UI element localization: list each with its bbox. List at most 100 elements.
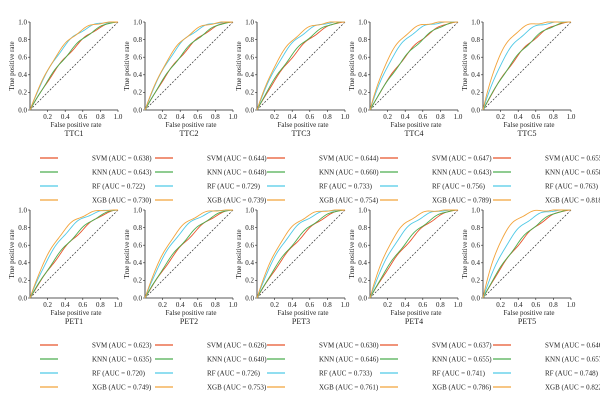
x-tick-label: 0.4 [176,113,185,121]
x-axis-label: False positive rate [51,121,102,129]
x-axis-label: False positive rate [391,309,442,317]
y-tick-label: 0.6 [471,54,480,62]
y-axis-label: True positive rate [8,41,16,90]
panel-title: PET5 [518,317,536,326]
x-tick-label: 0.4 [514,113,523,121]
y-tick-label: 0.4 [245,259,254,267]
legend-entry-xgb: XGB (AUC = 0.754) [319,197,379,205]
legend-entry-knn: KNN (AUC = 0.648) [207,169,267,177]
y-tick-label: 0.0 [133,106,142,114]
y-tick-label: 1.0 [245,18,254,26]
panel-title: TTC2 [179,129,198,138]
x-tick-label: 1.0 [567,301,576,309]
legend-entry-svm: SVM (AUC = 0.637) [432,342,492,350]
x-tick-label: 1.0 [341,113,350,121]
y-tick-label: 0.6 [133,54,142,62]
y-tick-label: 1.0 [18,18,27,26]
y-tick-label: 0.2 [245,277,254,285]
y-tick-label: 0.4 [133,259,142,267]
roc-panel-pet2: 0.0 0.2 0.4 0.6 0.8 1.0 0.2 0.4 0.6 0.8 1.0 False p… [123,206,267,391]
legend-entry-rf: RF (AUC = 0.748) [545,370,599,378]
y-tick-label: 0.0 [358,294,367,302]
y-tick-label: 0.4 [471,71,480,79]
legend-entry-knn: KNN (AUC = 0.646) [319,356,379,364]
legend-entry-knn: KNN (AUC = 0.660) [319,169,379,177]
x-tick-label: 1.0 [229,301,238,309]
y-tick-label: 0.8 [133,36,142,44]
y-tick-label: 0.2 [133,277,142,285]
legend-entry-rf: RF (AUC = 0.741) [432,370,486,378]
y-tick-label: 0.0 [18,106,27,114]
y-tick-label: 0.8 [245,36,254,44]
y-axis-label: True positive rate [461,229,469,278]
legend-entry-svm: SVM (AUC = 0.647) [432,155,492,163]
x-tick-label: 0.4 [401,113,410,121]
legend-entry-xgb: XGB (AUC = 0.789) [432,197,492,205]
x-tick-label: 0.6 [418,301,427,309]
y-tick-label: 1.0 [358,18,367,26]
roc-panel-pet5: 0.0 0.2 0.4 0.6 0.8 1.0 0.2 0.4 0.6 0.8 1.0 False p… [461,206,600,391]
roc-panel-ttc2: 0.0 0.2 0.4 0.6 0.8 1.0 0.2 0.4 0.6 0.8 1.0 False p… [123,18,267,204]
y-tick-label: 1.0 [471,18,480,26]
roc-curve-knn [144,209,234,299]
roc-curve-svm [369,209,459,299]
chance-diagonal-line [29,209,119,299]
legend-entry-rf: RF (AUC = 0.756) [432,183,486,191]
roc-curve-knn [482,209,571,299]
x-tick-label: 0.8 [323,113,332,121]
roc-curve-knn [369,209,459,299]
x-axis-label: False positive rate [504,309,555,317]
x-axis-label: False positive rate [391,121,442,129]
y-tick-label: 0.6 [358,54,367,62]
y-tick-label: 1.0 [358,206,367,214]
y-tick-label: 0.4 [133,71,142,79]
roc-curve-xgb [29,209,118,299]
y-tick-label: 0.6 [18,242,27,250]
y-tick-label: 0.6 [358,242,367,250]
x-tick-label: 0.8 [211,301,220,309]
x-tick-label: 0.8 [323,301,332,309]
legend-entry-rf: RF (AUC = 0.726) [207,370,261,378]
y-axis-label: True positive rate [123,229,131,278]
x-tick-label: 0.6 [305,113,314,121]
roc-curve-xgb [144,21,234,111]
y-tick-label: 0.0 [245,294,254,302]
y-tick-label: 0.2 [471,277,480,285]
y-tick-label: 0.4 [245,71,254,79]
y-axis-label: True positive rate [348,229,356,278]
y-tick-label: 0.8 [18,224,27,232]
y-tick-label: 0.2 [471,89,480,97]
x-tick-label: 0.4 [61,113,70,121]
y-tick-label: 0.0 [358,106,367,114]
roc-curve-rf [256,21,345,111]
x-axis-label: False positive rate [504,121,555,129]
y-axis-label: True positive rate [8,229,16,278]
panel-title: PET4 [405,317,423,326]
legend-entry-rf: RF (AUC = 0.733) [319,370,373,378]
y-tick-label: 0.0 [245,106,254,114]
roc-curve-xgb [482,21,572,111]
x-tick-label: 0.4 [61,301,70,309]
legend-entry-rf: RF (AUC = 0.763) [545,183,599,191]
panel-title: PET1 [65,317,83,326]
legend-entry-xgb: XGB (AUC = 0.749) [92,384,152,392]
y-tick-label: 0.6 [245,54,254,62]
y-tick-label: 1.0 [471,206,480,214]
x-tick-label: 0.6 [78,301,87,309]
x-tick-label: 0.2 [496,113,505,121]
y-tick-label: 0.8 [471,224,480,232]
y-tick-label: 0.4 [18,259,27,267]
legend-entry-knn: KNN (AUC = 0.658) [545,169,600,177]
y-tick-label: 0.2 [358,277,367,285]
x-tick-label: 0.2 [43,301,52,309]
chance-diagonal-line [482,21,572,111]
roc-curve-knn [29,209,119,299]
y-tick-label: 0.0 [18,294,27,302]
x-tick-label: 0.2 [158,301,167,309]
legend-entry-svm: SVM (AUC = 0.623) [92,342,152,350]
legend-entry-svm: SVM (AUC = 0.655) [545,155,600,163]
x-tick-label: 0.4 [288,301,297,309]
chance-diagonal-line [29,21,119,111]
legend-entry-svm: SVM (AUC = 0.646) [545,342,600,350]
chance-diagonal-line [369,21,459,111]
